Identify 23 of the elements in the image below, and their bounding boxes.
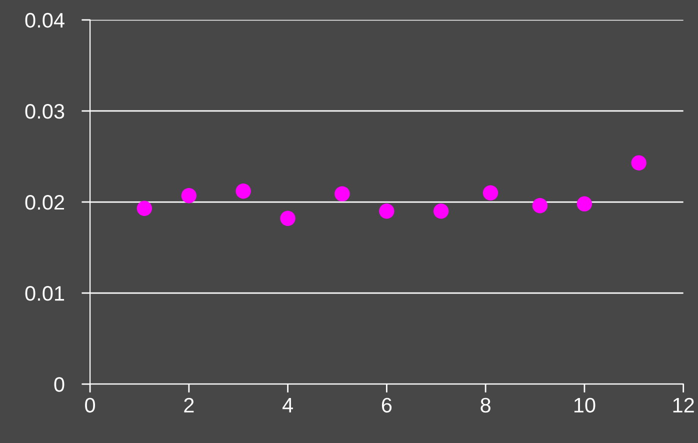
x-tick-label: 4 [282,398,293,412]
x-tick-label: 10 [574,398,596,413]
x-tick-label: 2 [184,398,194,412]
y-tick-label: 0.04 [25,12,64,28]
y-tick-label: 0 [54,377,64,392]
y-tick-label: 0.01 [25,286,64,301]
point [379,204,394,219]
point [181,188,197,204]
point [576,196,592,212]
y-tick-label: 0.03 [25,104,64,119]
point [334,186,350,202]
point [280,210,296,226]
y-tick-label: 0.02 [25,195,64,210]
point [482,185,498,201]
point [433,204,449,219]
x-tick-label: 8 [480,398,490,413]
point [236,183,251,199]
x-tick-label: 6 [382,398,392,413]
point [136,200,152,216]
point [532,198,548,214]
point [631,155,646,170]
x-tick-label: 0 [85,398,96,413]
x-tick-label: 12 [673,398,694,412]
